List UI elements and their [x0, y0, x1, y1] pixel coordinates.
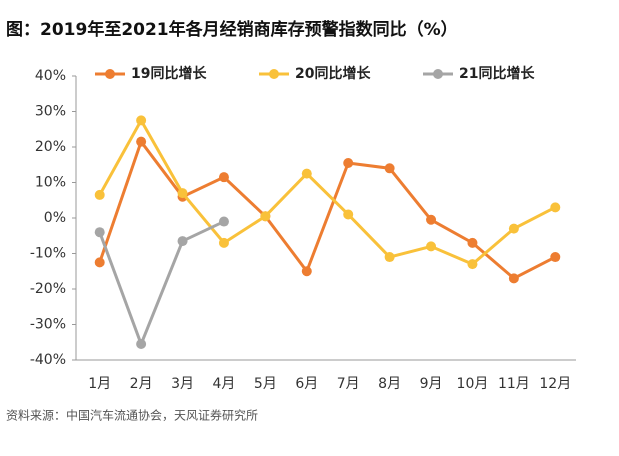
- point: [136, 136, 147, 147]
- point: [550, 202, 561, 213]
- y-tick-label: -20%: [30, 281, 66, 297]
- legend-marker: [105, 69, 115, 79]
- series-line: [98, 117, 556, 266]
- x-tick-label: 3月: [171, 376, 194, 392]
- point: [467, 237, 478, 248]
- x-tick-label: 1月: [88, 376, 111, 392]
- y-tick-label: 10%: [35, 175, 66, 191]
- x-tick-label: 11月: [498, 376, 530, 392]
- series-line: [98, 138, 556, 281]
- point: [94, 257, 105, 268]
- point: [94, 227, 105, 238]
- x-tick-label: 4月: [212, 376, 235, 392]
- point: [136, 339, 147, 350]
- y-tick-label: 0%: [44, 210, 66, 226]
- point: [260, 211, 271, 222]
- y-tick-label: 40%: [35, 68, 66, 84]
- y-tick-label: -30%: [30, 317, 66, 333]
- point: [343, 157, 354, 168]
- series-line: [98, 220, 225, 349]
- x-tick-label: 2月: [130, 376, 153, 392]
- point: [301, 266, 312, 277]
- x-tick-label: 6月: [295, 376, 318, 392]
- point: [384, 163, 395, 174]
- point: [467, 259, 478, 270]
- point: [218, 216, 229, 227]
- x-tick-label: 8月: [378, 376, 401, 392]
- point: [508, 223, 519, 234]
- point: [426, 241, 437, 252]
- point: [136, 115, 147, 126]
- point: [384, 252, 395, 263]
- y-tick-label: -10%: [30, 246, 66, 262]
- legend-label: 20同比增长: [295, 65, 371, 82]
- point: [508, 273, 519, 284]
- x-tick-label: 10月: [457, 376, 489, 392]
- x-tick-label: 5月: [254, 376, 277, 392]
- point: [177, 188, 188, 199]
- point: [218, 172, 229, 183]
- point: [177, 236, 188, 247]
- chart-title: 图：2019年至2021年各月经销商库存预警指数同比（%）: [6, 19, 458, 40]
- x-tick-label: 12月: [539, 376, 571, 392]
- point: [343, 209, 354, 220]
- source: 资料来源：中国汽车流通协会，天风证券研究所: [6, 408, 258, 423]
- y-tick-label: 20%: [35, 139, 66, 155]
- point: [218, 237, 229, 248]
- legend-label: 21同比增长: [459, 65, 535, 82]
- x-tick-label: 7月: [337, 376, 360, 392]
- y-tick-label: 30%: [35, 104, 66, 120]
- legend-label: 19同比增长: [131, 65, 207, 82]
- legend-marker: [433, 69, 443, 79]
- x-tick-label: 9月: [420, 376, 443, 392]
- point: [426, 214, 437, 225]
- point: [550, 252, 561, 263]
- point: [94, 189, 105, 200]
- legend-marker: [269, 69, 279, 79]
- point: [301, 168, 312, 179]
- y-tick-label: -40%: [30, 352, 66, 368]
